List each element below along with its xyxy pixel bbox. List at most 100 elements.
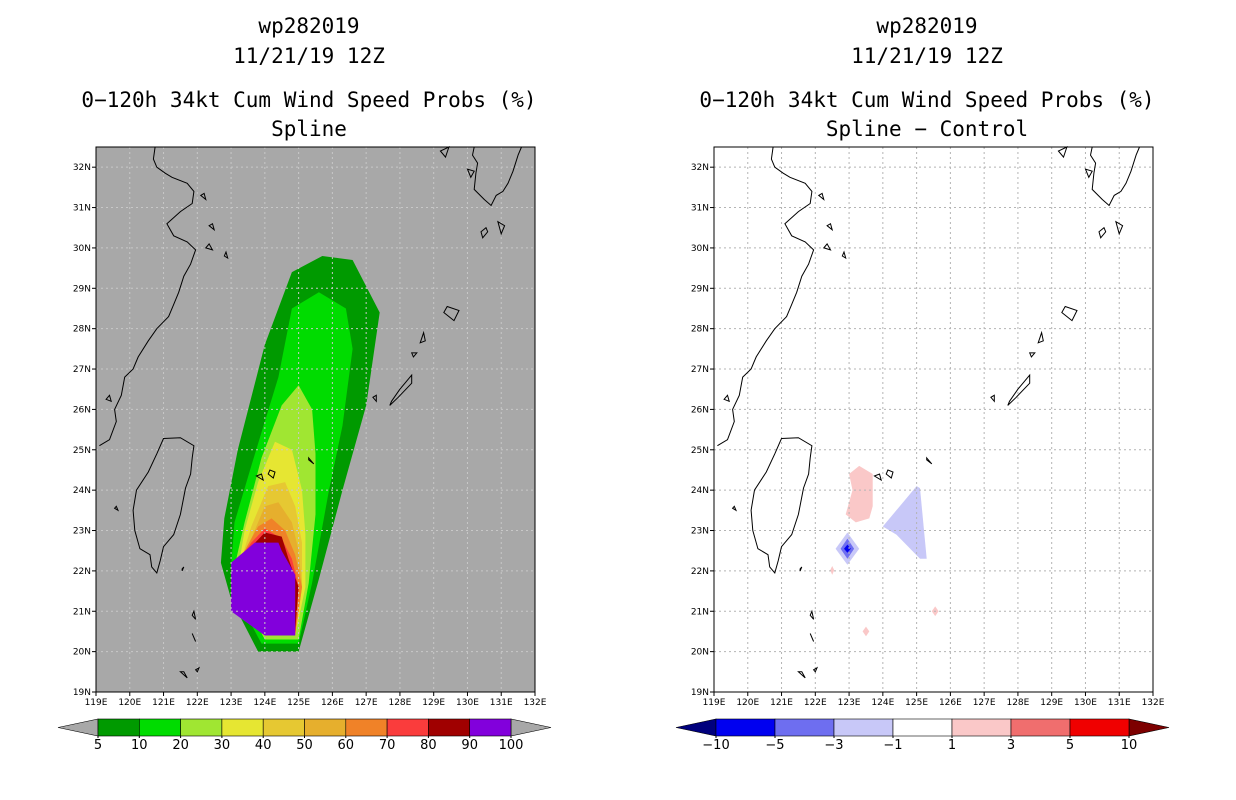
colorbar-label: 60 <box>338 738 355 753</box>
datetime: 11/21/19 12Z <box>851 44 1003 68</box>
island-coastline <box>208 222 216 232</box>
island-coastline <box>466 168 475 179</box>
island-coastline <box>797 671 806 679</box>
x-tick-label: 131E <box>490 698 513 708</box>
x-tick-label: 126E <box>939 698 962 708</box>
colorbar-label: 3 <box>1007 738 1015 753</box>
y-tick-label: 25N <box>73 446 91 456</box>
x-tick-label: 119E <box>85 698 108 708</box>
island-coastline <box>990 394 995 403</box>
colorbar: 5 10 20 30 40 50 60 70 80 90 100 <box>57 718 552 753</box>
colorbar: −10 −5 −3 −1 1 3 5 10 <box>675 718 1170 753</box>
island-coastline <box>809 633 815 642</box>
y-tick-label: 28N <box>691 325 709 335</box>
colorbar-label: 1 <box>948 738 956 753</box>
colorbar-under-triangle <box>675 718 717 737</box>
probability-map: 119E 120E 121E 122E 123E 124E 125E 126E 127E 128E… <box>57 146 552 753</box>
x-tick-label: 122E <box>186 698 209 708</box>
y-tick-label: 28N <box>73 325 91 335</box>
colorbar-swatch <box>221 718 264 737</box>
y-tick-label: 29N <box>73 284 91 294</box>
y-tick-label: 20N <box>73 648 91 658</box>
colorbar-swatch <box>1010 718 1071 737</box>
left-panel: wp282019 11/21/19 12Z 0−120h 34kt Cum Wi… <box>57 14 552 753</box>
y-tick-label: 31N <box>691 204 709 214</box>
colorbar-swatch <box>139 718 181 737</box>
x-tick-label: 126E <box>321 698 344 708</box>
colorbar-swatch <box>304 718 347 737</box>
island-coastline <box>1084 168 1093 179</box>
island-coastline <box>389 373 413 406</box>
colorbar-swatch <box>97 718 140 737</box>
y-tick-label: 19N <box>691 688 709 698</box>
x-tick-label: 129E <box>422 698 445 708</box>
y-tick-label: 22N <box>73 567 91 577</box>
gridlines <box>96 147 535 692</box>
island-coastline <box>1037 330 1044 344</box>
x-tick-label: 124E <box>871 698 894 708</box>
y-tick-label: 27N <box>691 365 709 375</box>
island-coastline <box>1057 146 1068 159</box>
right-panel: wp282019 11/21/19 12Z 0−120h 34kt Cum Wi… <box>618 0 1236 800</box>
coastlines <box>717 146 1140 679</box>
island-coastline <box>199 192 207 201</box>
x-tick-label: 128E <box>1006 698 1029 708</box>
island-coastline <box>885 469 894 479</box>
colorbar-swatch <box>951 718 1012 737</box>
island-coastline <box>826 222 834 232</box>
x-tick-label: 127E <box>355 698 378 708</box>
island-coastline <box>812 666 819 673</box>
colorbar-over-triangle <box>510 718 552 737</box>
colorbar-label: 40 <box>255 738 272 753</box>
island-coastline <box>255 473 265 482</box>
y-tick-label: 32N <box>691 163 709 173</box>
island-coastline <box>926 456 933 465</box>
gridlines <box>714 147 1153 692</box>
contour-level-1 <box>862 626 870 637</box>
x-tick-label: 132E <box>524 698 547 708</box>
colorbar-label: −3 <box>824 738 843 753</box>
x-tick-label: 125E <box>287 698 310 708</box>
colorbar-label: 50 <box>296 738 313 753</box>
colorbar-swatch <box>715 718 776 737</box>
island-coastline <box>873 473 883 482</box>
x-tick-label: 119E <box>703 698 726 708</box>
coastlines <box>99 146 522 679</box>
y-tick-label: 29N <box>691 284 709 294</box>
kyushu-coastline <box>471 146 522 207</box>
colorbar-swatch <box>345 718 388 737</box>
island-coastline <box>204 243 214 251</box>
island-coastline <box>723 394 730 403</box>
island-coastline <box>841 250 847 260</box>
china-coastline <box>99 146 197 447</box>
x-tick-label: 123E <box>838 698 861 708</box>
x-tick-label: 129E <box>1040 698 1063 708</box>
colorbar-swatch <box>774 718 835 737</box>
y-tick-label: 32N <box>73 163 91 173</box>
island-coastline <box>181 566 185 572</box>
storm-id: wp282019 <box>258 14 360 38</box>
x-tick-label: 132E <box>1142 698 1165 708</box>
y-tick-label: 25N <box>691 446 709 456</box>
colorbar-swatch <box>1069 718 1130 737</box>
plot-frame <box>713 146 1154 693</box>
x-tick-label: 121E <box>770 698 793 708</box>
y-tick-label: 23N <box>73 527 91 537</box>
contour-level-1 <box>845 465 873 523</box>
x-tick-label: 120E <box>736 698 759 708</box>
colorbar-label: −1 <box>883 738 902 753</box>
island-coastline <box>480 226 489 239</box>
plot-background <box>714 147 1153 692</box>
chart-title: 0−120h 34kt Cum Wind Speed Probs (%) <box>81 88 537 112</box>
contour-level-1 <box>830 566 835 575</box>
island-coastline <box>809 609 815 620</box>
colorbar-label: 90 <box>461 738 478 753</box>
y-tick-label: 21N <box>691 607 709 617</box>
y-tick-label: 22N <box>691 567 709 577</box>
y-tick-label: 20N <box>691 648 709 658</box>
y-tick-label: 24N <box>73 486 91 496</box>
colorbar-swatch <box>428 718 470 737</box>
colorbar-label: 70 <box>379 738 396 753</box>
island-coastline <box>410 352 418 358</box>
colorbar-label: 100 <box>499 738 524 753</box>
